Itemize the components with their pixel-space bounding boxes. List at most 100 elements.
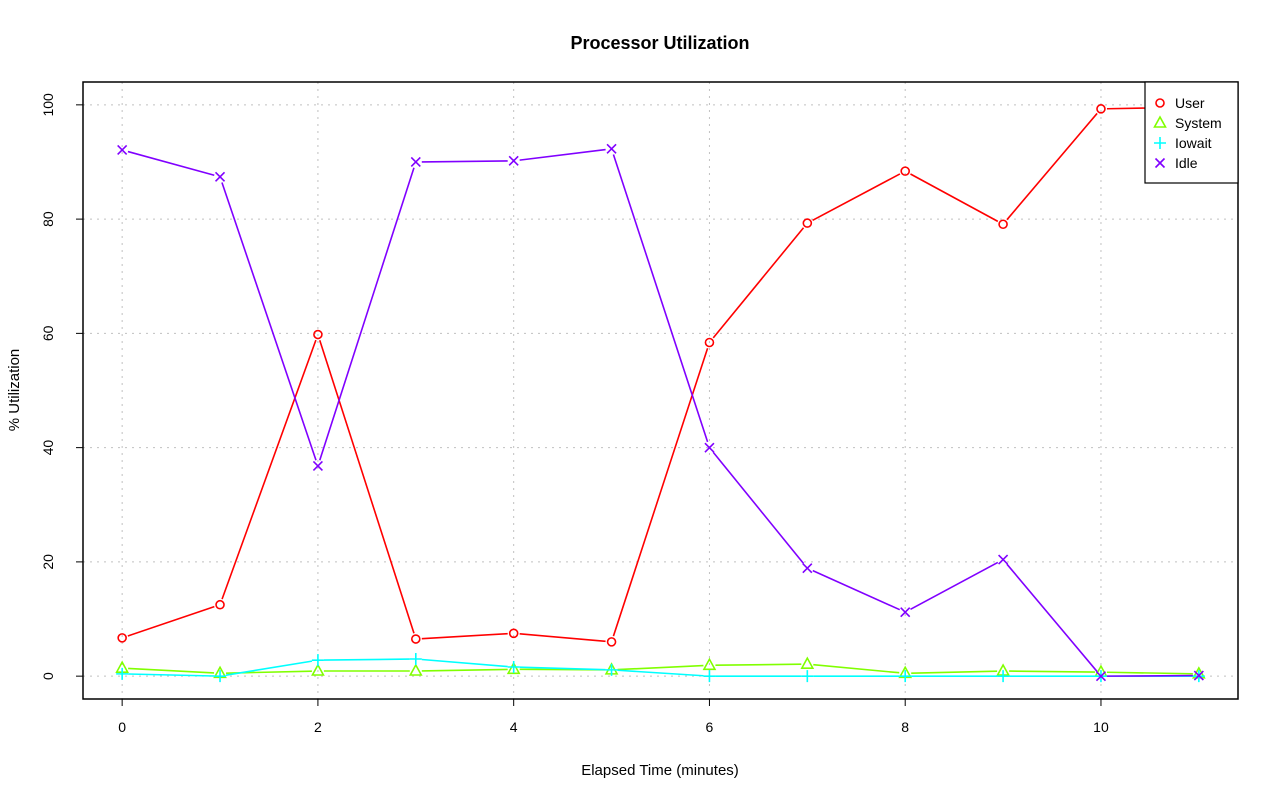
series-segment bbox=[617, 664, 704, 671]
series-group bbox=[115, 102, 1206, 683]
series-segment bbox=[519, 666, 606, 671]
data-point-circle bbox=[1155, 98, 1165, 108]
data-point-triangle bbox=[800, 656, 815, 669]
legend-label: Iowait bbox=[1175, 135, 1212, 151]
y-tick-label: 40 bbox=[40, 440, 56, 456]
series-idle bbox=[117, 143, 1204, 682]
data-point-circle bbox=[802, 218, 813, 228]
y-tick-label: 0 bbox=[40, 672, 56, 680]
data-point-cross bbox=[802, 563, 813, 574]
data-point-plus bbox=[214, 670, 227, 683]
series-segment bbox=[812, 173, 901, 222]
series-segment bbox=[911, 670, 998, 674]
series-segment bbox=[617, 669, 704, 677]
data-point-cross bbox=[900, 607, 911, 618]
data-point-circle bbox=[900, 166, 911, 176]
series-segment bbox=[323, 658, 410, 661]
data-point-circle bbox=[410, 634, 421, 644]
data-point-triangle bbox=[408, 663, 423, 676]
legend-label: Idle bbox=[1175, 155, 1198, 171]
y-tick-label: 100 bbox=[40, 93, 56, 117]
data-point-plus bbox=[1154, 137, 1166, 149]
series-segment bbox=[318, 167, 415, 461]
series-segment bbox=[421, 658, 508, 668]
data-point-cross bbox=[606, 143, 617, 154]
data-point-cross bbox=[1095, 671, 1107, 682]
data-point-cross bbox=[410, 156, 421, 168]
data-point-cross bbox=[1154, 157, 1166, 169]
series-segment bbox=[519, 633, 606, 643]
series-segment bbox=[519, 148, 606, 161]
data-point-circle bbox=[1096, 104, 1106, 114]
legend-label: System bbox=[1175, 115, 1222, 131]
series-segment bbox=[318, 339, 415, 634]
data-point-triangle bbox=[311, 663, 325, 676]
data-point-cross bbox=[704, 442, 715, 453]
series-segment bbox=[812, 569, 901, 611]
data-point-plus bbox=[311, 654, 324, 667]
series-segment bbox=[1106, 674, 1193, 677]
series-segment bbox=[712, 451, 805, 565]
data-point-cross bbox=[312, 460, 323, 471]
series-segment bbox=[813, 663, 900, 674]
x-tick-label: 6 bbox=[706, 719, 714, 735]
x-tick-label: 10 bbox=[1093, 719, 1109, 735]
data-point-plus bbox=[801, 670, 814, 683]
series-segment bbox=[1006, 112, 1098, 221]
data-point-plus bbox=[997, 670, 1010, 683]
data-point-circle bbox=[606, 637, 617, 647]
series-segment bbox=[715, 663, 802, 667]
data-point-triangle bbox=[1153, 115, 1167, 128]
series-segment bbox=[421, 160, 508, 163]
data-point-circle bbox=[215, 599, 225, 610]
series-segment bbox=[1006, 563, 1098, 673]
data-point-plus bbox=[605, 663, 618, 676]
legend-label: User bbox=[1175, 95, 1205, 111]
series-segment bbox=[612, 347, 709, 637]
data-point-plus bbox=[116, 667, 129, 680]
series-segment bbox=[221, 339, 317, 600]
data-point-plus bbox=[899, 670, 912, 683]
data-point-plus bbox=[703, 670, 716, 683]
y-tick-label: 20 bbox=[40, 554, 56, 570]
x-tick-label: 0 bbox=[118, 719, 126, 735]
series-segment bbox=[612, 154, 709, 443]
data-point-cross bbox=[117, 144, 128, 156]
x-tick-label: 4 bbox=[510, 719, 518, 735]
grid bbox=[83, 82, 1238, 699]
data-point-cross bbox=[508, 155, 519, 166]
data-point-triangle bbox=[506, 661, 521, 675]
data-point-plus bbox=[507, 661, 520, 674]
series-segment bbox=[1106, 671, 1193, 675]
series-segment bbox=[127, 605, 215, 637]
x-axis-label: Elapsed Time (minutes) bbox=[581, 762, 739, 779]
series-segment bbox=[221, 182, 317, 461]
series-user bbox=[117, 102, 1204, 647]
series-segment bbox=[910, 173, 999, 223]
data-point-cross bbox=[998, 554, 1009, 565]
chart-title: Processor Utilization bbox=[570, 33, 749, 53]
series-segment bbox=[421, 632, 508, 640]
x-tick-label: 2 bbox=[314, 719, 322, 735]
series-segment bbox=[127, 150, 215, 177]
series-segment bbox=[910, 561, 999, 611]
series-segment bbox=[421, 668, 508, 672]
data-point-circle bbox=[998, 219, 1008, 230]
data-point-circle bbox=[313, 329, 323, 340]
data-point-cross bbox=[1193, 670, 1204, 681]
series-segment bbox=[712, 227, 805, 339]
series-segment bbox=[128, 667, 215, 674]
y-tick-label: 60 bbox=[40, 325, 56, 341]
plot-frame bbox=[82, 81, 1239, 700]
series-system bbox=[115, 656, 1206, 679]
series-segment bbox=[128, 673, 215, 677]
y-tick-label: 80 bbox=[40, 211, 56, 227]
y-axis-label: % Utilization bbox=[6, 349, 23, 432]
data-point-circle bbox=[704, 337, 715, 348]
data-point-triangle bbox=[702, 657, 717, 671]
data-point-circle bbox=[117, 633, 127, 643]
series-segment bbox=[225, 660, 313, 676]
legend: User System Iowait Idle bbox=[1144, 81, 1239, 184]
data-point-circle bbox=[508, 628, 519, 639]
